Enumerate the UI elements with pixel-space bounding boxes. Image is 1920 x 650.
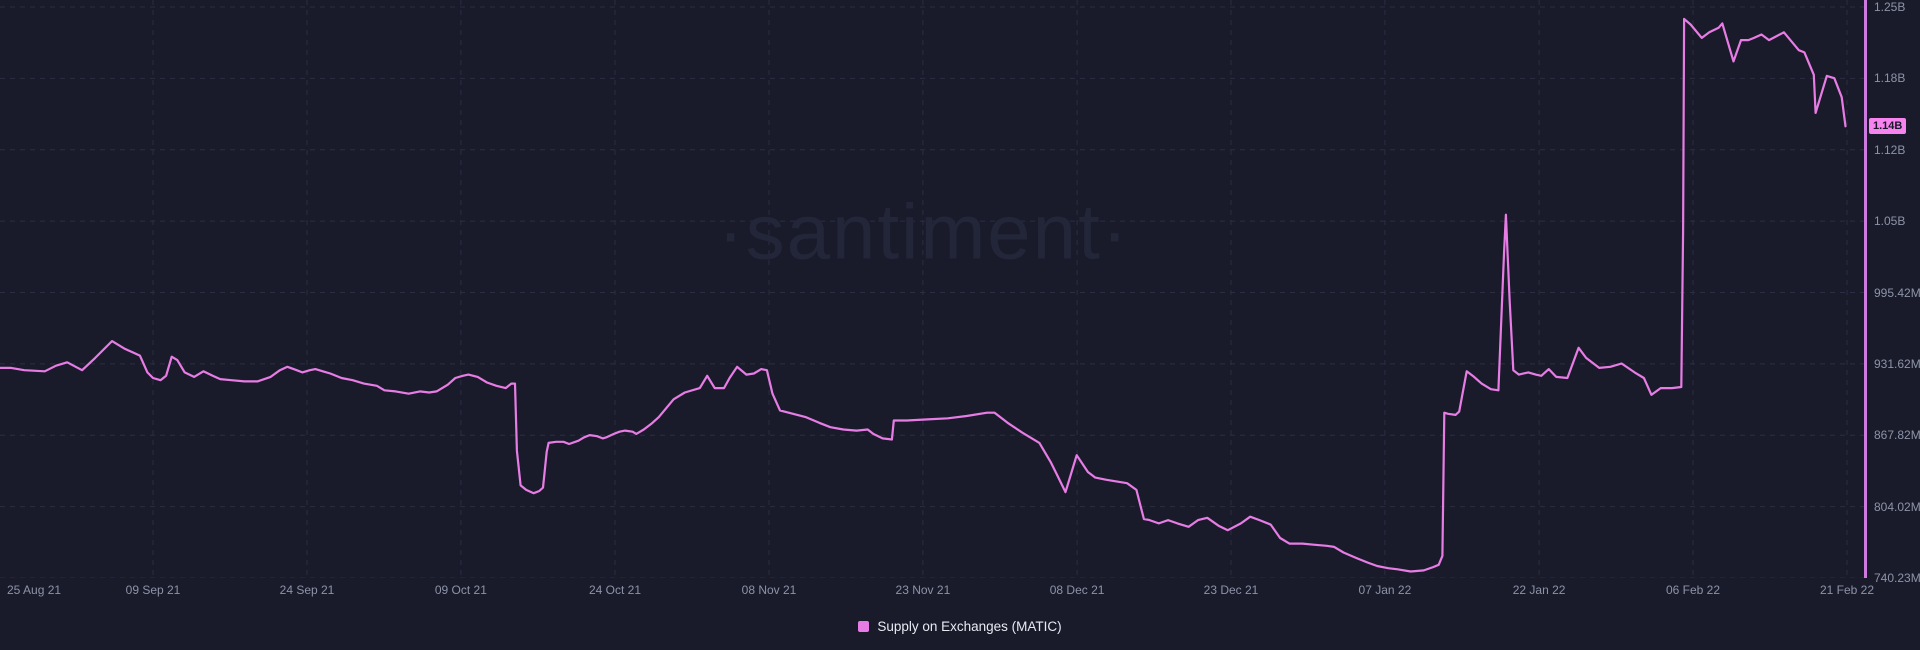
x-axis-label: 22 Jan 22 [1512, 583, 1566, 597]
y-axis-label: 931.62M [1874, 356, 1920, 371]
legend-swatch-icon [858, 620, 870, 632]
x-axis: 25 Aug 21 09 Sep 21 24 Sep 21 09 Oct 21 24 O… [0, 580, 1874, 598]
current-value-badge: 1.14B [1869, 118, 1907, 135]
x-axis-label: 21 Feb 22 [1819, 583, 1875, 597]
legend: Supply on Exchanges (MATIC) [0, 614, 1920, 638]
y-axis-label: 1.05B [1874, 214, 1906, 229]
x-axis-label: 06 Feb 22 [1665, 583, 1721, 597]
x-axis-label: 08 Nov 21 [741, 583, 797, 597]
chart-canvas[interactable] [0, 0, 1866, 578]
x-axis-label: 07 Jan 22 [1358, 583, 1412, 597]
y-axis-label: 1.18B [1874, 71, 1906, 86]
x-axis-label: 25 Aug 21 [7, 583, 62, 597]
y-axis-label: 995.42M [1874, 285, 1920, 300]
santiment-watermark: ·santiment· [717, 187, 1130, 276]
x-axis-label: 23 Dec 21 [1203, 583, 1259, 597]
x-axis-label: 23 Nov 21 [895, 583, 951, 597]
x-axis-label: 09 Oct 21 [434, 583, 487, 597]
x-axis-label: 08 Dec 21 [1049, 583, 1105, 597]
series-line[interactable] [0, 17, 1847, 573]
y-axis-label: 1.12B [1874, 142, 1906, 157]
x-axis-label: 24 Oct 21 [588, 583, 642, 597]
plot-area[interactable]: ·santiment· [0, 0, 1866, 578]
y-axis-label: 867.82M [1874, 428, 1920, 443]
y-axis-label: 804.02M [1874, 499, 1920, 514]
legend-label[interactable]: Supply on Exchanges (MATIC) [877, 618, 1062, 634]
plot-right-axis-line [1864, 0, 1867, 578]
y-axis: 1.25B 1.18B 1.12B 1.05B 995.42M 931.62M 867.82… [1874, 0, 1920, 585]
y-axis-label: 740.23M [1874, 571, 1920, 585]
y-axis-label: 1.25B [1874, 0, 1906, 14]
x-axis-label: 09 Sep 21 [125, 583, 181, 597]
x-axis-label: 24 Sep 21 [279, 583, 335, 597]
